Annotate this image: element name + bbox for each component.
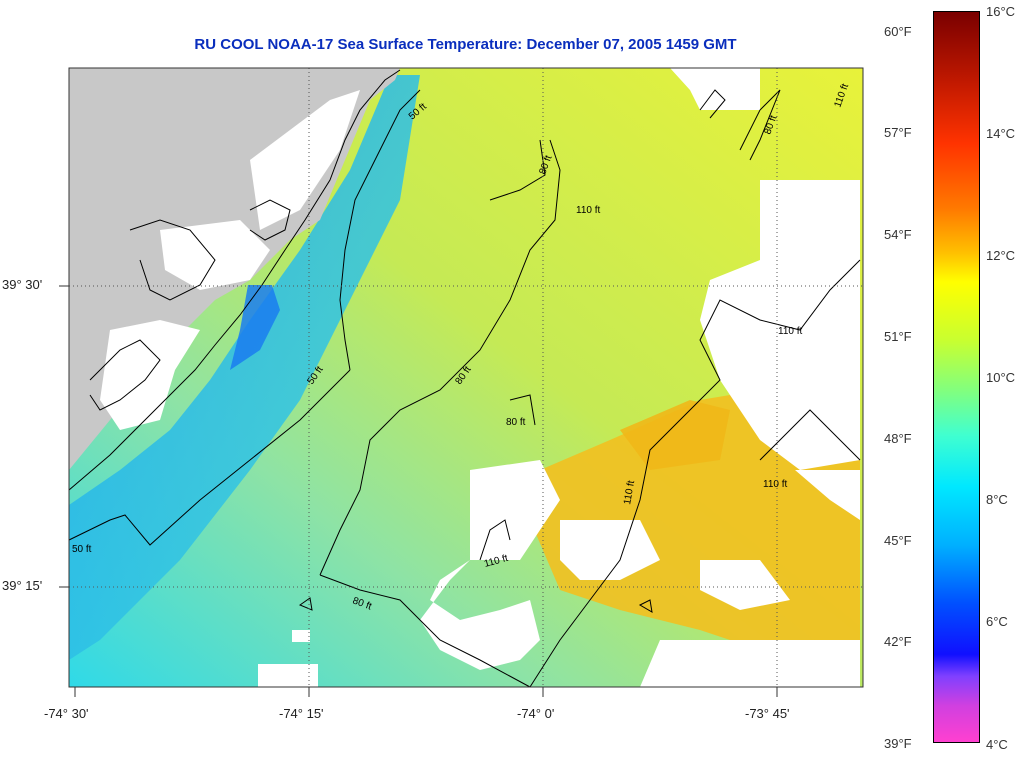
axis-ticks <box>59 285 778 697</box>
no-data-region <box>560 520 660 580</box>
contour-label: 80 ft <box>506 417 526 428</box>
contour-110ft <box>699 89 726 119</box>
no-data-region <box>670 68 760 110</box>
lat-label: 39° 30' <box>2 277 43 292</box>
colorbar-label-f: 48°F <box>884 431 912 446</box>
contour-label: 110 ft <box>763 479 787 490</box>
warm-patch-2 <box>620 400 730 470</box>
contour-50ft <box>68 369 351 546</box>
map-frame <box>68 67 864 688</box>
contour-110ft <box>479 519 511 561</box>
no-data-region <box>258 664 318 687</box>
coastline <box>249 199 291 241</box>
colorbar-label-c: 16°C <box>986 4 1016 19</box>
colorbar-label-f: 57°F <box>884 125 912 140</box>
contour-110ft <box>529 259 861 688</box>
contour-110ft <box>739 89 781 161</box>
colorbar-label-c: 8°C <box>986 492 1008 507</box>
colorbar-label-c: 10°C <box>986 370 1016 385</box>
colorbar-label-f: 54°F <box>884 227 912 242</box>
lon-label: -74° 0' <box>517 706 555 721</box>
coastline <box>68 69 401 491</box>
contour-80ft <box>509 394 536 426</box>
temperature-colorbar <box>933 11 980 743</box>
contour-label: 110 ft <box>778 326 802 337</box>
contour-110ft <box>759 409 861 461</box>
colorbar-label-f: 42°F <box>884 634 912 649</box>
colorbar-label-c: 6°C <box>986 614 1008 629</box>
contour-80ft <box>489 139 546 201</box>
coastline <box>129 219 216 301</box>
lon-label: -74° 30' <box>44 706 89 721</box>
no-data-region <box>795 470 860 520</box>
land-no-data-1 <box>160 220 270 290</box>
colorbar-label-f: 51°F <box>884 329 912 344</box>
lon-label: -73° 45' <box>745 706 790 721</box>
contour-110ft <box>298 597 313 611</box>
land-no-data-3 <box>250 90 360 230</box>
contour-50ft <box>339 89 421 371</box>
contour-110ft <box>638 599 653 613</box>
colorbar-label-c: 14°C <box>986 126 1016 141</box>
no-data-region <box>640 640 860 687</box>
no-data-region <box>700 560 790 610</box>
colorbar-label-f: 60°F <box>884 24 912 39</box>
colorbar-label-f: 45°F <box>884 533 912 548</box>
colorbar-label-f: 39°F <box>884 736 912 751</box>
lat-label: 39° 15' <box>2 578 43 593</box>
contour-label: 50 ft <box>72 544 92 555</box>
nearshore-cool-water <box>69 75 420 660</box>
contour-label: 110 ft <box>576 205 600 216</box>
contour-80ft <box>319 139 561 576</box>
contour-label: 110 ft <box>622 479 637 505</box>
no-data-region <box>420 460 560 670</box>
lon-label: -74° 15' <box>279 706 324 721</box>
no-data-region <box>292 630 310 642</box>
map-title: RU COOL NOAA-17 Sea Surface Temperature:… <box>194 36 737 53</box>
colorbar-label-c: 4°C <box>986 737 1008 752</box>
deep-blue-patch <box>230 285 280 370</box>
coastline <box>89 339 161 411</box>
colorbar-label-c: 12°C <box>986 248 1016 263</box>
